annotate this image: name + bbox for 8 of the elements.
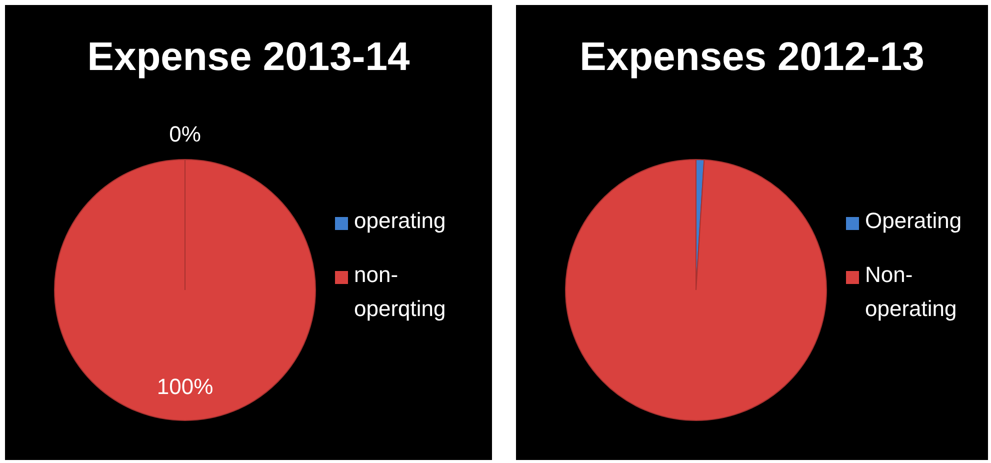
legend-label: operating (354, 207, 447, 235)
data-label: 100% (156, 374, 214, 399)
chart-title: Expense 2013-14 (86, 35, 411, 80)
legend-label: Non-operating (865, 261, 958, 323)
legend-label: non-operqting (354, 261, 447, 323)
text: 0% (169, 122, 201, 147)
legend-label: Operating (865, 207, 963, 235)
chart-title: Expenses 2012-13 (578, 35, 926, 80)
